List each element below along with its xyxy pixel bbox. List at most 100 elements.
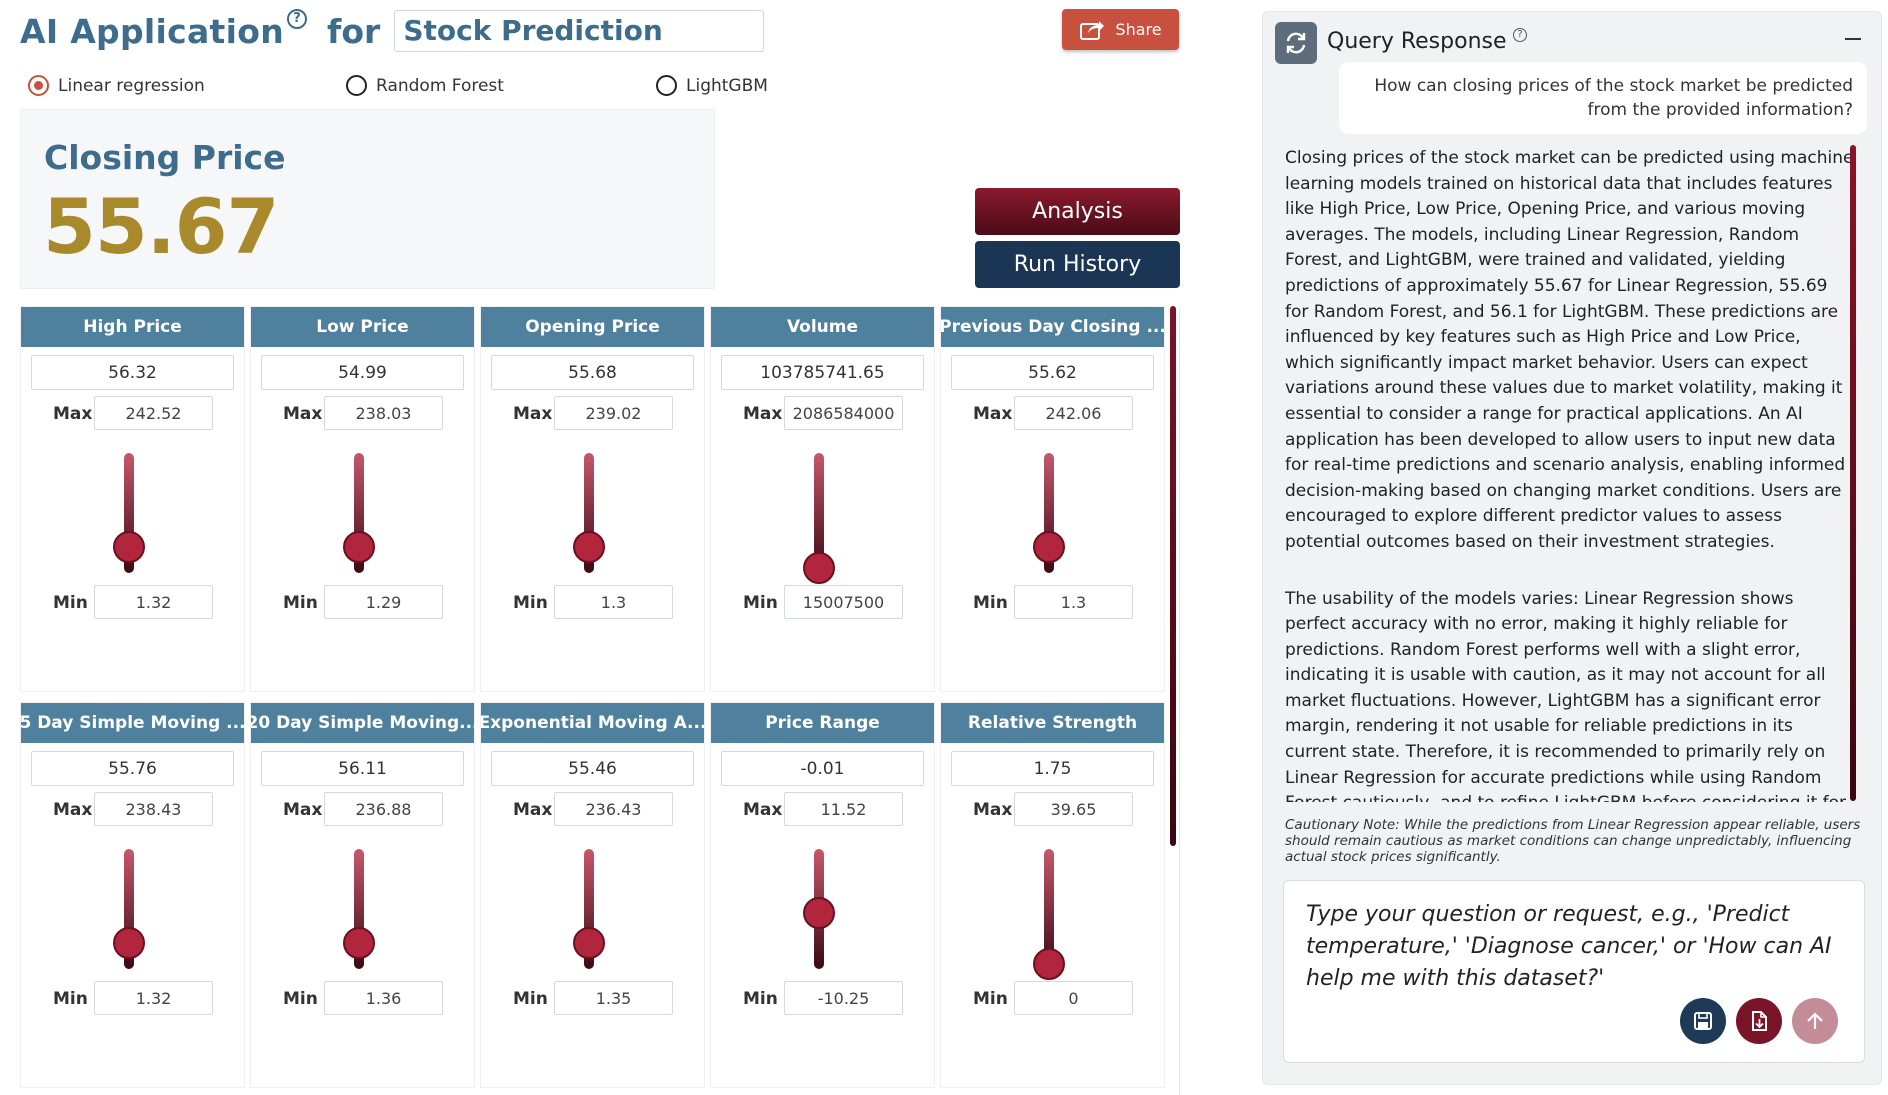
slider-handle[interactable] [803,896,835,929]
slider-track[interactable] [124,849,134,969]
radio-random-forest[interactable]: Random Forest [346,75,656,96]
app-header: AI Application ? for Stock Prediction [20,9,765,52]
feature-title: Price Range [711,703,934,743]
query-placeholder: Type your question or request, e.g., 'Pr… [1306,902,1832,991]
query-input[interactable]: Type your question or request, e.g., 'Pr… [1283,880,1865,1063]
slider-track[interactable] [584,849,594,969]
max-input[interactable]: 2086584000 [784,396,903,430]
feature-card: Volume 103785741.65 Max 2086584000 Min 150075… [710,306,935,692]
max-label: Max [283,800,323,820]
share-label: Share [1115,20,1162,39]
slider-handle[interactable] [113,530,145,563]
radio-dot [28,75,49,96]
slider-handle[interactable] [1033,530,1065,563]
slider-handle[interactable] [573,530,605,563]
max-input[interactable]: 238.43 [94,792,213,826]
min-input[interactable]: 1.32 [94,981,213,1015]
max-label: Max [743,800,783,820]
feature-title: High Price [21,307,244,347]
slider-handle[interactable] [343,926,375,959]
document-icon [1752,1011,1767,1031]
min-input[interactable]: 1.3 [554,585,673,619]
min-input[interactable]: 1.29 [324,585,443,619]
run-history-button[interactable]: Run History [975,241,1180,288]
help-icon[interactable]: ? [287,9,307,29]
feature-title: Relative Strength [941,703,1164,743]
slider-handle[interactable] [113,926,145,959]
min-input[interactable]: 0 [1014,981,1133,1015]
max-input[interactable]: 238.03 [324,396,443,430]
slider-handle[interactable] [343,530,375,563]
cautionary-note: Cautionary Note: While the predictions f… [1285,817,1861,865]
max-input[interactable]: 236.88 [324,792,443,826]
feature-card: Exponential Moving A... 55.46 Max 236.43 Min… [480,702,705,1088]
document-button[interactable] [1736,998,1782,1044]
radio-label: Random Forest [376,75,504,96]
feature-value-input[interactable]: 55.46 [491,751,694,786]
max-label: Max [743,404,783,424]
feature-value-input[interactable]: 55.68 [491,355,694,390]
min-input[interactable]: 1.3 [1014,585,1133,619]
feature-value-input[interactable]: 56.11 [261,751,464,786]
feature-grid: High Price 56.32 Max 242.52 Min 1.32 Low Price… [20,306,1168,1095]
feature-card: Price Range -0.01 Max 11.52 Min -10.25 [710,702,935,1088]
closing-price-label: Closing Price [44,138,286,177]
slider-track[interactable] [814,453,824,573]
slider-handle[interactable] [573,926,605,959]
share-button[interactable]: Share [1062,9,1179,50]
min-input[interactable]: -10.25 [784,981,903,1015]
feature-card: Relative Strength 1.75 Max 39.65 Min 0 [940,702,1165,1088]
min-input[interactable]: 1.32 [94,585,213,619]
feature-value-input[interactable]: 1.75 [951,751,1154,786]
max-input[interactable]: 242.06 [1014,396,1133,430]
closing-price-value: 55.67 [43,182,279,271]
max-input[interactable]: 11.52 [784,792,903,826]
max-input[interactable]: 39.65 [1014,792,1133,826]
save-button[interactable] [1680,998,1726,1044]
feature-value-input[interactable]: 55.76 [31,751,234,786]
slider-track[interactable] [1044,849,1054,969]
max-input[interactable]: 236.43 [554,792,673,826]
feature-title: 20 Day Simple Moving... [251,703,474,743]
slider-track[interactable] [124,453,134,573]
feature-value-input[interactable]: -0.01 [721,751,924,786]
answer-scrollbar[interactable] [1850,145,1856,801]
slider-handle[interactable] [803,552,835,585]
feature-value-input[interactable]: 55.62 [951,355,1154,390]
question-bubble: How can closing prices of the stock mark… [1339,62,1867,134]
grid-scrollbar[interactable] [1170,306,1176,846]
feature-value-input[interactable]: 54.99 [261,355,464,390]
feature-value-input[interactable]: 56.32 [31,355,234,390]
analysis-button[interactable]: Analysis [975,188,1180,235]
min-input[interactable]: 15007500 [784,585,903,619]
feature-value-input[interactable]: 103785741.65 [721,355,924,390]
min-label: Min [513,593,548,613]
minimize-icon[interactable] [1845,38,1861,40]
feature-title: Low Price [251,307,474,347]
slider-track[interactable] [354,453,364,573]
min-label: Min [283,989,318,1009]
feature-card: 5 Day Simple Moving ... 55.76 Max 238.43 Min… [20,702,245,1088]
answer-paragraph: Closing prices of the stock market can b… [1285,148,1854,552]
slider-track[interactable] [354,849,364,969]
min-input[interactable]: 1.36 [324,981,443,1015]
max-input[interactable]: 239.02 [554,396,673,430]
slider-handle[interactable] [1033,948,1065,981]
model-selector: Linear regression Random Forest LightGBM [28,75,768,96]
divider [1179,306,1180,1095]
radio-linear-regression[interactable]: Linear regression [28,75,346,96]
max-label: Max [513,800,553,820]
send-button[interactable] [1792,998,1838,1044]
slider-track[interactable] [584,453,594,573]
radio-dot [346,75,367,96]
slider-track[interactable] [1044,453,1054,573]
topic-input[interactable]: Stock Prediction [394,10,765,52]
min-input[interactable]: 1.35 [554,981,673,1015]
refresh-icon[interactable] [1275,22,1317,64]
help-icon[interactable]: ? [1513,28,1527,42]
max-input[interactable]: 242.52 [94,396,213,430]
radio-lightgbm[interactable]: LightGBM [656,75,768,96]
feature-card: Low Price 54.99 Max 238.03 Min 1.29 [250,306,475,692]
feature-title: Opening Price [481,307,704,347]
answer-text: Closing prices of the stock market can b… [1285,146,1855,802]
